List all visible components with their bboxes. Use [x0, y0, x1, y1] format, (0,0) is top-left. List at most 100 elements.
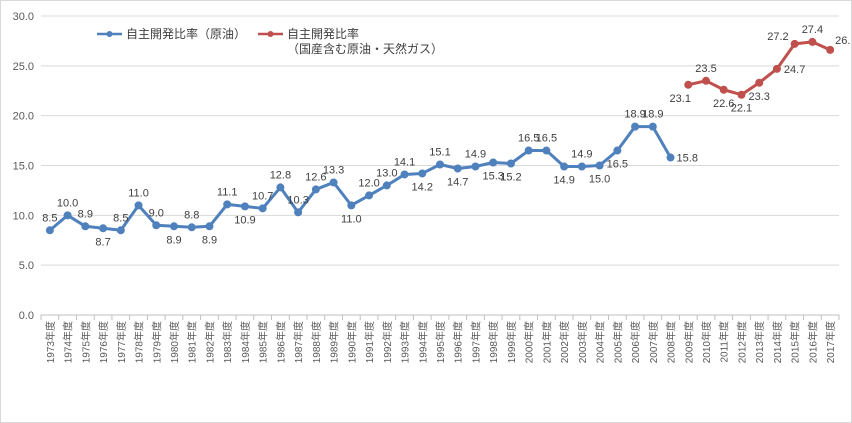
x-tick-label: 2013年度	[753, 321, 766, 363]
x-tick-label: 2010年度	[700, 321, 713, 363]
data-point	[382, 181, 391, 190]
data-label: 11.0	[341, 213, 362, 225]
x-tick-label: 1981年度	[186, 321, 199, 363]
data-label: 10.9	[234, 214, 255, 226]
data-label: 15.2	[500, 172, 521, 184]
legend-swatch-marker	[106, 31, 113, 37]
x-tick-label: 2017年度	[824, 321, 837, 363]
data-label: 11.0	[128, 187, 149, 199]
x-tick-label: 1973年度	[44, 321, 57, 363]
x-tick-label: 2011年度	[718, 321, 731, 363]
data-label: 10.0	[57, 197, 78, 209]
x-tick-label: 1990年度	[345, 321, 358, 363]
data-point	[152, 221, 161, 230]
data-point	[329, 178, 338, 187]
data-label: 22.1	[731, 103, 752, 115]
data-label: 10.7	[252, 190, 273, 202]
series-lines	[45, 37, 835, 235]
x-tick-label: 1975年度	[79, 321, 92, 363]
data-label: 14.9	[465, 148, 486, 160]
data-label: 13.3	[323, 164, 344, 176]
data-label: 8.8	[184, 209, 199, 221]
data-label: 8.9	[166, 234, 181, 246]
data-point	[311, 185, 320, 194]
x-tick-label: 2001年度	[540, 321, 553, 363]
x-tick-label: 1978年度	[133, 321, 146, 363]
y-tick-label: 15.0	[13, 161, 34, 173]
x-tick-label: 1999年度	[505, 321, 518, 363]
data-label: 15.0	[589, 174, 610, 186]
data-point	[560, 162, 569, 171]
y-tick-label: 20.0	[13, 111, 34, 123]
data-labels: 8.510.08.98.78.511.09.08.98.88.911.110.9…	[42, 24, 851, 248]
data-point	[294, 208, 303, 217]
data-point	[826, 45, 835, 54]
x-tick-label: 1998年度	[487, 321, 500, 363]
x-tick-label: 1989年度	[328, 321, 341, 363]
data-label: 12.0	[358, 177, 379, 189]
data-label: 27.4	[802, 24, 823, 36]
x-tick-label: 1996年度	[452, 321, 465, 363]
data-point	[81, 222, 90, 231]
data-point	[648, 122, 657, 131]
x-tick-label: 2012年度	[735, 321, 748, 363]
y-tick-label: 30.0	[13, 11, 34, 23]
data-point	[400, 170, 409, 179]
data-label: 23.5	[695, 63, 716, 75]
data-point	[99, 224, 108, 233]
data-point	[365, 191, 374, 200]
x-tick-label: 1995年度	[434, 321, 447, 363]
data-label: 18.9	[642, 109, 663, 121]
x-tick-label: 1991年度	[363, 321, 376, 363]
data-point	[436, 160, 444, 169]
data-label: 22.6	[713, 98, 734, 110]
y-tick-label: 5.0	[19, 260, 34, 272]
data-label: 14.9	[553, 174, 574, 186]
data-point	[258, 204, 267, 213]
legend: 自主開発比率（原油） 自主開発比率 （国産含む原油・天然ガス）	[97, 26, 443, 56]
x-tick-label: 2008年度	[665, 321, 678, 363]
x-tick-label: 2004年度	[594, 321, 607, 363]
data-point	[240, 202, 249, 211]
x-tick-label: 1994年度	[416, 321, 429, 363]
legend-swatch-marker	[267, 31, 274, 37]
data-label: 9.0	[149, 207, 164, 219]
data-point	[737, 90, 746, 99]
x-axis: 1973年度 1974年度 1975年度 1976年度 1977年度 1978年度 1979…	[40, 314, 840, 363]
data-point	[719, 85, 728, 94]
data-point	[772, 64, 781, 73]
data-point	[489, 158, 498, 167]
data-point	[613, 146, 622, 155]
x-tick-label: 2003年度	[576, 321, 589, 363]
data-label: 18.9	[624, 109, 645, 121]
data-label: 23.1	[670, 93, 691, 105]
data-label: 14.7	[447, 176, 468, 188]
data-point	[471, 162, 480, 171]
x-tick-label: 2000年度	[523, 321, 536, 363]
data-point	[702, 76, 710, 85]
data-point	[808, 37, 817, 46]
data-point	[116, 226, 125, 235]
data-point	[276, 183, 285, 192]
x-tick-label: 1982年度	[203, 321, 216, 363]
data-point	[205, 222, 214, 231]
data-label: 14.9	[571, 148, 592, 160]
data-point	[631, 122, 640, 131]
data-label: 13.0	[376, 167, 397, 179]
x-tick-label: 2007年度	[647, 321, 660, 363]
x-tick-label: 2002年度	[558, 321, 571, 363]
y-tick-label: 10.0	[13, 210, 34, 222]
data-point	[524, 146, 533, 155]
x-tick-label: 1977年度	[115, 321, 128, 363]
data-label: 16.5	[607, 159, 628, 171]
x-tick-label: 2006年度	[629, 321, 642, 363]
data-label: 15.1	[429, 147, 450, 159]
data-point	[595, 161, 604, 170]
legend-item-oil-gas: 自主開発比率 （国産含む原油・天然ガス）	[258, 26, 443, 56]
x-tick-label: 1983年度	[221, 321, 234, 363]
data-label: 10.3	[287, 194, 308, 206]
gridlines	[41, 15, 839, 316]
data-point	[506, 159, 515, 168]
data-label: 8.7	[95, 236, 110, 248]
